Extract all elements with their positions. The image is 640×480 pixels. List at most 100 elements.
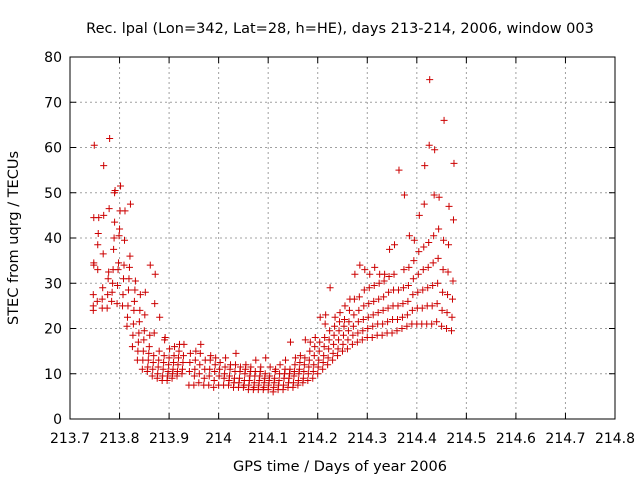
data-point (365, 300, 373, 308)
grid-lines (70, 57, 615, 419)
x-tick-label: 214.1 (248, 431, 288, 447)
y-tick-label: 60 (44, 141, 62, 157)
data-point (100, 211, 108, 219)
data-point (394, 286, 402, 294)
data-point (94, 241, 102, 249)
data-point (105, 205, 113, 213)
data-point (138, 365, 146, 373)
x-tick-label: 214.4 (397, 431, 437, 447)
data-point (160, 352, 168, 360)
data-point (334, 345, 342, 353)
data-point (355, 293, 363, 301)
data-point (242, 361, 250, 369)
data-point (105, 268, 113, 276)
data-point (364, 325, 372, 332)
data-point (450, 159, 458, 167)
data-point (170, 352, 178, 360)
data-point (424, 284, 432, 292)
data-point (348, 340, 356, 348)
data-point (154, 363, 162, 371)
y-tick-label: 10 (44, 367, 62, 383)
data-point (400, 191, 408, 199)
data-point (385, 272, 393, 280)
data-point (131, 286, 139, 294)
data-point (435, 225, 443, 233)
data-point (421, 162, 429, 170)
data-point (136, 291, 144, 299)
data-point (355, 306, 363, 314)
data-point (110, 234, 118, 242)
data-point (197, 340, 205, 348)
data-point (360, 302, 368, 310)
data-point (106, 134, 114, 142)
data-point (319, 365, 327, 373)
data-point (178, 365, 186, 373)
data-point (206, 365, 214, 373)
data-point (409, 275, 417, 283)
data-point (385, 288, 393, 296)
data-point (403, 311, 411, 319)
data-point (439, 266, 447, 274)
data-point (393, 327, 401, 335)
data-point (316, 313, 324, 321)
data-point (130, 306, 138, 314)
data-point (216, 358, 224, 366)
data-point (115, 259, 123, 267)
data-point (257, 363, 265, 371)
data-point (109, 279, 117, 287)
data-point (370, 297, 378, 305)
data-point (275, 377, 283, 385)
data-point (103, 304, 111, 312)
data-point (175, 347, 183, 355)
data-point (191, 356, 199, 364)
data-point (435, 193, 443, 201)
data-point (425, 239, 433, 247)
data-point (306, 338, 314, 346)
data-point (306, 347, 314, 355)
data-point (159, 365, 167, 373)
data-point (430, 191, 438, 199)
data-point (231, 361, 239, 369)
data-point (114, 266, 122, 274)
data-point (420, 243, 428, 251)
data-point (196, 349, 204, 357)
data-point (276, 361, 284, 369)
data-point (171, 343, 179, 351)
data-point (170, 358, 178, 366)
data-point (149, 358, 157, 366)
data-point (272, 365, 280, 373)
data-point (155, 356, 163, 364)
data-point (311, 343, 319, 351)
data-point (325, 345, 333, 353)
data-point (146, 261, 154, 269)
data-point (380, 277, 388, 285)
data-point (123, 322, 131, 330)
data-point (350, 311, 358, 319)
x-tick-label: 214.6 (496, 431, 536, 447)
data-point (300, 367, 308, 375)
data-point (369, 322, 377, 330)
data-point (221, 363, 229, 371)
data-point (290, 367, 298, 375)
data-point (98, 295, 106, 303)
data-point (410, 236, 418, 244)
data-point (295, 365, 303, 373)
x-tick-label: 213.9 (149, 431, 189, 447)
data-point (431, 146, 439, 154)
data-point (364, 313, 372, 321)
data-point (365, 284, 373, 292)
data-point (305, 356, 313, 364)
data-point (125, 275, 133, 283)
data-point (448, 295, 456, 303)
data-point (301, 336, 309, 344)
data-point (129, 320, 137, 328)
data-point (210, 377, 218, 385)
data-point (444, 291, 452, 299)
data-point (343, 345, 351, 353)
x-tick-labels: 213.7 213.8 213.9 214 214.1 214.2 214.3 214.4 21… (50, 431, 635, 447)
data-point (324, 361, 332, 369)
data-point (329, 356, 337, 364)
data-point (335, 327, 343, 335)
data-point (110, 245, 118, 253)
